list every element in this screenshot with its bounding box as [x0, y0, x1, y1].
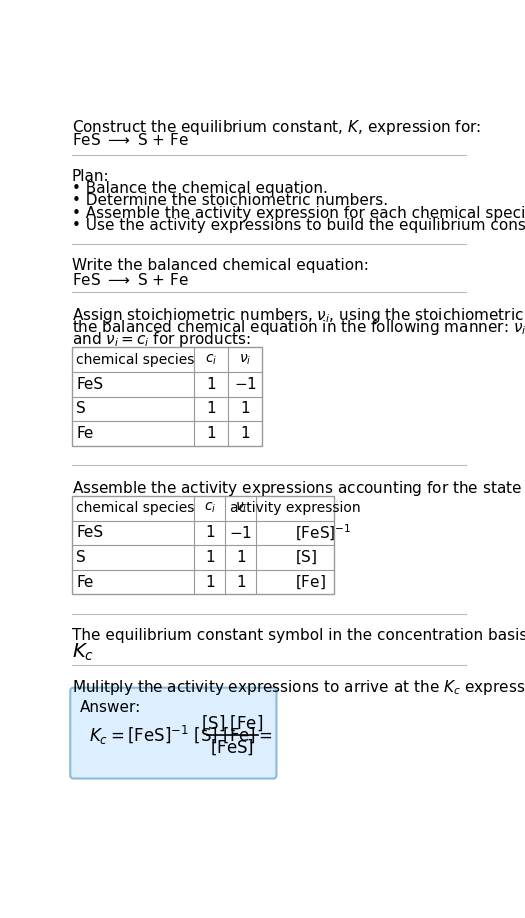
Text: $[\mathrm{S}]$: $[\mathrm{S}]$ [295, 549, 317, 566]
Text: 1: 1 [205, 550, 215, 565]
Text: 1: 1 [236, 550, 246, 565]
Text: 1: 1 [236, 575, 246, 589]
Text: $\nu_i$: $\nu_i$ [235, 501, 247, 515]
Text: Answer:: Answer: [80, 700, 141, 715]
Text: FeS: FeS [77, 525, 103, 541]
Text: $[\mathrm{Fe}]$: $[\mathrm{Fe}]$ [295, 574, 326, 591]
Text: $K_c = [\mathrm{FeS}]^{-1}\ [\mathrm{S}]\ [\mathrm{Fe}] = $: $K_c = [\mathrm{FeS}]^{-1}\ [\mathrm{S}]… [89, 724, 272, 747]
Text: FeS $\longrightarrow$ S + Fe: FeS $\longrightarrow$ S + Fe [72, 272, 188, 288]
Text: Plan:: Plan: [72, 169, 109, 184]
Text: chemical species: chemical species [77, 501, 195, 515]
Text: Write the balanced chemical equation:: Write the balanced chemical equation: [72, 258, 369, 273]
Text: $c_i$: $c_i$ [204, 501, 216, 515]
Text: $[\mathrm{S}]\ [\mathrm{Fe}]$: $[\mathrm{S}]\ [\mathrm{Fe}]$ [201, 713, 264, 733]
Text: chemical species: chemical species [77, 353, 195, 366]
Text: 1: 1 [240, 401, 250, 417]
Text: $\nu_i$: $\nu_i$ [239, 353, 251, 367]
Bar [72, 496, 334, 595]
Text: • Assemble the activity expression for each chemical species.: • Assemble the activity expression for e… [72, 206, 525, 220]
Text: Assign stoichiometric numbers, $\nu_i$, using the stoichiometric coefficients, $: Assign stoichiometric numbers, $\nu_i$, … [72, 306, 525, 325]
Text: 1: 1 [206, 376, 216, 392]
Text: activity expression: activity expression [230, 501, 360, 515]
Text: The equilibrium constant symbol in the concentration basis is:: The equilibrium constant symbol in the c… [72, 628, 525, 643]
Text: $c_i$: $c_i$ [205, 353, 217, 367]
Text: FeS: FeS [77, 376, 103, 392]
Text: and $\nu_i = c_i$ for products:: and $\nu_i = c_i$ for products: [72, 330, 251, 350]
Text: Fe: Fe [77, 575, 94, 589]
Text: $-1$: $-1$ [229, 525, 253, 541]
Text: • Use the activity expressions to build the equilibrium constant expression.: • Use the activity expressions to build … [72, 218, 525, 233]
Text: 1: 1 [206, 401, 216, 417]
Text: $[\mathrm{FeS}]^{-1}$: $[\mathrm{FeS}]^{-1}$ [295, 523, 352, 543]
Text: Mulitply the activity expressions to arrive at the $K_c$ expression:: Mulitply the activity expressions to arr… [72, 678, 525, 698]
Text: Fe: Fe [77, 426, 94, 441]
Bar [72, 347, 262, 446]
Text: $[\mathrm{FeS}]$: $[\mathrm{FeS}]$ [211, 738, 254, 757]
Text: the balanced chemical equation in the following manner: $\nu_i = -c_i$ for react: the balanced chemical equation in the fo… [72, 318, 525, 337]
Text: 1: 1 [240, 426, 250, 441]
Text: 1: 1 [206, 426, 216, 441]
Text: S: S [77, 550, 86, 565]
Text: Construct the equilibrium constant, $K$, expression for:: Construct the equilibrium constant, $K$,… [72, 118, 481, 137]
Text: 1: 1 [205, 575, 215, 589]
Text: • Balance the chemical equation.: • Balance the chemical equation. [72, 181, 328, 196]
Text: Assemble the activity expressions accounting for the state of matter and $\nu_i$: Assemble the activity expressions accoun… [72, 479, 525, 498]
Text: $-1$: $-1$ [234, 376, 257, 392]
Text: 1: 1 [205, 525, 215, 541]
Text: $K_c$: $K_c$ [72, 642, 94, 663]
Text: • Determine the stoichiometric numbers.: • Determine the stoichiometric numbers. [72, 194, 388, 208]
Text: FeS $\longrightarrow$ S + Fe: FeS $\longrightarrow$ S + Fe [72, 131, 188, 148]
Text: S: S [77, 401, 86, 417]
FancyBboxPatch shape [70, 688, 277, 778]
